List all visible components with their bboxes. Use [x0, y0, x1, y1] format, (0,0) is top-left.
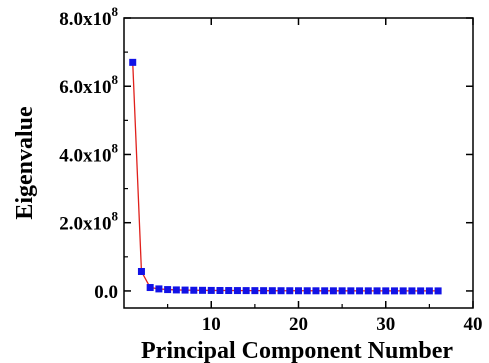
data-point — [155, 285, 163, 293]
y-tick-mantissa: 2.0x10 — [59, 214, 111, 235]
data-point — [164, 286, 172, 294]
data-point — [242, 287, 250, 295]
data-point — [268, 287, 276, 295]
data-point — [137, 267, 145, 275]
x-tick-label: 40 — [464, 314, 483, 335]
data-point — [190, 286, 198, 294]
data-point — [338, 287, 346, 295]
data-point — [312, 287, 320, 295]
data-point — [303, 287, 311, 295]
y-axis-label: Eigenvalue — [12, 106, 38, 220]
data-point — [216, 286, 224, 294]
data-point — [364, 287, 372, 295]
series-line — [132, 62, 439, 292]
data-point — [146, 284, 154, 292]
data-point — [181, 286, 189, 294]
x-tick-label: 30 — [376, 314, 395, 335]
plot-frame — [123, 17, 474, 309]
data-point — [425, 287, 433, 295]
y-tick-exponent: 8 — [112, 140, 119, 155]
data-point — [399, 287, 407, 295]
data-point — [321, 287, 329, 295]
y-tick-mantissa: 6.0x10 — [59, 77, 111, 98]
data-point — [434, 287, 442, 295]
x-tick-label: 20 — [289, 314, 308, 335]
data-point — [347, 287, 355, 295]
data-point — [225, 287, 233, 295]
data-point — [207, 286, 215, 294]
y-tick-mantissa: 4.0x10 — [59, 145, 111, 166]
data-point — [382, 287, 390, 295]
data-point — [373, 287, 381, 295]
data-point — [329, 287, 337, 295]
y-tick-label: 6.0x108 — [59, 72, 118, 98]
data-point — [417, 287, 425, 295]
y-tick-label: 0.0 — [94, 282, 118, 303]
x-axis-label: Principal Component Number — [141, 338, 453, 363]
data-point — [295, 287, 302, 295]
x-tick-label: 10 — [202, 314, 221, 335]
data-point — [233, 287, 241, 295]
y-tick-mantissa: 0.0 — [94, 282, 118, 303]
x-ticks: 10 20 30 40 — [167, 18, 483, 335]
data-point — [199, 286, 207, 294]
data-point — [129, 58, 137, 66]
data-point — [408, 287, 416, 295]
data-point — [390, 287, 398, 295]
y-tick-label: 4.0x108 — [59, 140, 118, 166]
data-point — [251, 287, 259, 295]
data-point — [277, 287, 285, 295]
series-group — [129, 58, 442, 295]
y-tick-label: 8.0x108 — [59, 4, 118, 30]
y-tick-exponent: 8 — [112, 72, 119, 87]
data-point — [260, 287, 268, 295]
data-point — [356, 287, 364, 295]
data-point — [286, 287, 294, 295]
y-tick-exponent: 8 — [112, 4, 119, 19]
y-tick-mantissa: 8.0x10 — [59, 9, 111, 30]
data-point — [172, 286, 180, 294]
y-tick-exponent: 8 — [112, 209, 119, 224]
y-tick-label: 2.0x108 — [59, 209, 118, 235]
